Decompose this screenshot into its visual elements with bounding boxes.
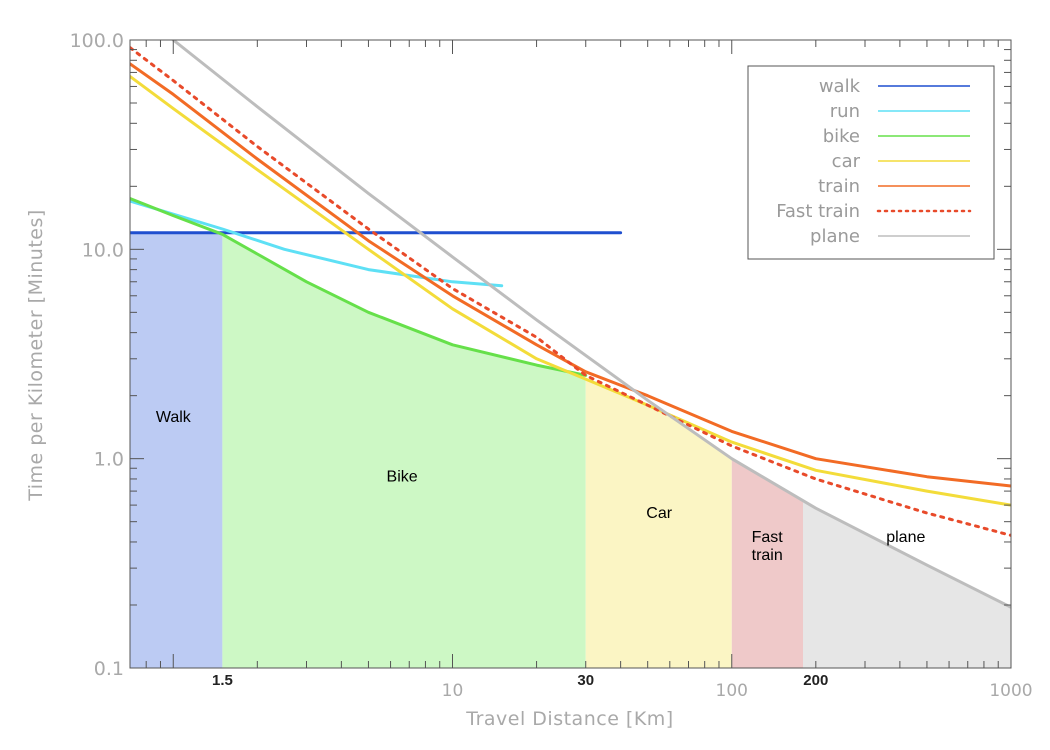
x-tick-label-0: 1.5 (212, 672, 233, 689)
y-tick-label-0: 0.1 (94, 658, 124, 680)
legend-label-1: run (830, 101, 860, 122)
region-fills (130, 232, 1011, 668)
legend: walk run bike car train Fast train plane (747, 65, 995, 260)
y-tick-label-1: 1.0 (94, 449, 124, 471)
legend-label-0: walk (819, 76, 861, 97)
region-labels: Walk Bike Car Fast train plane (156, 409, 926, 564)
legend-box (747, 65, 995, 260)
x-tick-label-2: 30 (577, 672, 594, 689)
series-line-1 (130, 199, 504, 288)
series-line-6 (171, 40, 1011, 609)
region-label-4: plane (886, 529, 925, 546)
legend-label-6: plane (810, 226, 860, 247)
region-fill-4 (803, 500, 1011, 668)
axis-ticks: 0.1 1.0 10.0 100.0 1.5 10 30 100 200 1000 (70, 30, 1033, 701)
region-label-0: Walk (156, 409, 192, 426)
region-fill-1 (222, 234, 586, 668)
legend-label-4: train (818, 176, 860, 197)
x-tick-label-4: 200 (803, 672, 828, 689)
x-tick-label-3: 100 (716, 681, 748, 701)
region-fill-2 (585, 379, 732, 668)
region-label-2: Car (646, 505, 672, 522)
series-line-4 (130, 62, 1011, 488)
x-tick-label-1: 10 (442, 681, 464, 701)
legend-label-2: bike (823, 126, 860, 147)
legend-label-5: Fast train (776, 201, 860, 222)
region-fill-3 (731, 458, 803, 668)
plot-frame (129, 39, 1012, 669)
series-lines (130, 40, 1011, 609)
series-line-5 (130, 46, 1011, 537)
x-axis-title: Travel Distance [Km] (465, 708, 673, 730)
series-line-2 (130, 197, 588, 377)
y-tick-label-2: 10.0 (82, 239, 124, 261)
x-tick-label-5: 1000 (989, 681, 1032, 701)
region-label-1: Bike (387, 468, 418, 485)
legend-label-3: car (832, 151, 861, 172)
region-fill-0 (130, 232, 223, 668)
y-axis-title: Time per Kilometer [Minutes] (25, 209, 47, 502)
series-line-3 (130, 74, 1011, 507)
y-tick-label-3: 100.0 (70, 30, 124, 52)
region-label-3: Fast train (752, 529, 784, 564)
